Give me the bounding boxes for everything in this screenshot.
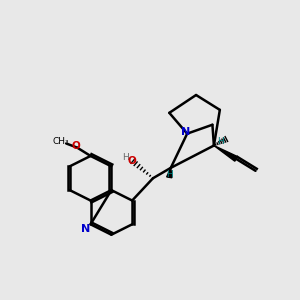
Polygon shape — [214, 146, 238, 161]
Text: N: N — [181, 127, 190, 137]
Text: O: O — [71, 141, 80, 151]
Text: H: H — [122, 153, 129, 162]
Text: N: N — [82, 224, 91, 234]
Text: H: H — [166, 170, 173, 179]
Text: H: H — [217, 137, 224, 146]
Text: O: O — [128, 156, 136, 166]
Text: CH₃: CH₃ — [52, 136, 69, 146]
Polygon shape — [167, 168, 172, 178]
